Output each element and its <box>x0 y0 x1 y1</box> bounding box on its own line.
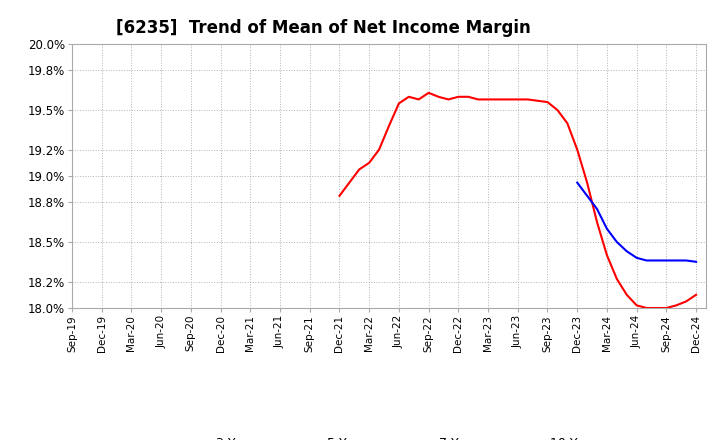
Text: [6235]  Trend of Mean of Net Income Margin: [6235] Trend of Mean of Net Income Margi… <box>117 19 531 37</box>
Legend: 3 Years, 5 Years, 7 Years, 10 Years: 3 Years, 5 Years, 7 Years, 10 Years <box>170 432 608 440</box>
